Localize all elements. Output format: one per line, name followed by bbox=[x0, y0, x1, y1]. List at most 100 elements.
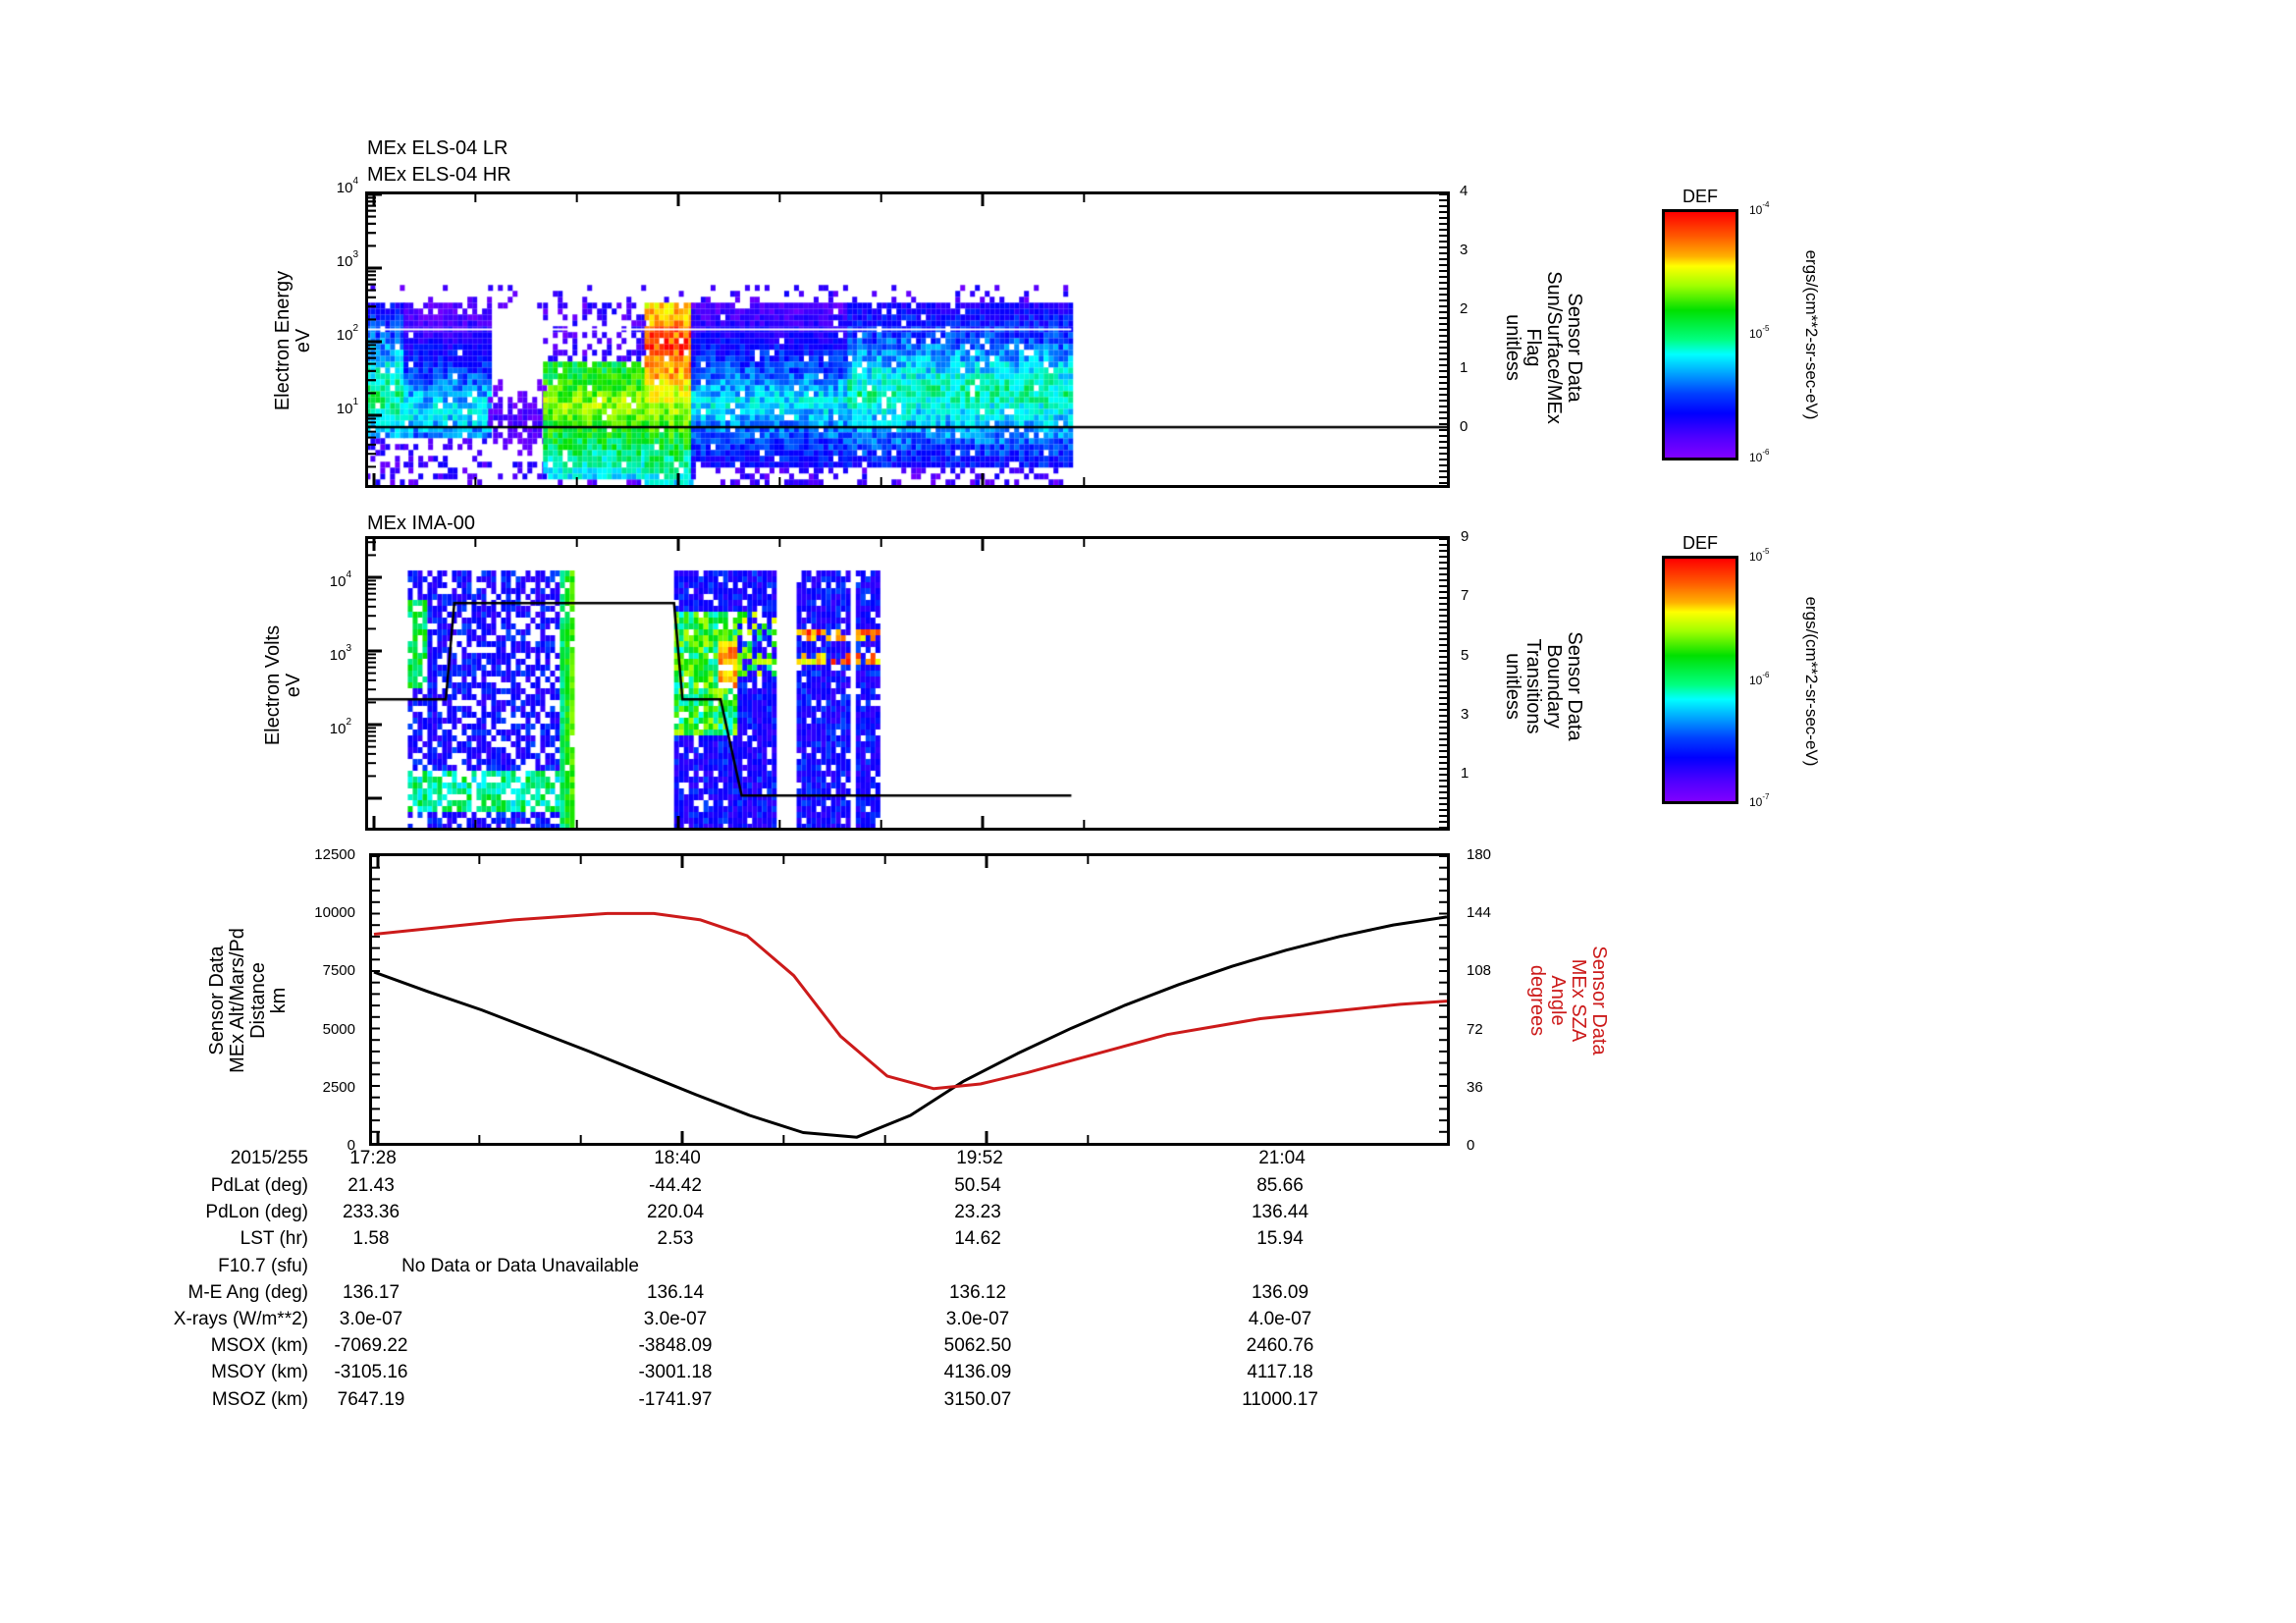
table-cell: 2.53 bbox=[657, 1228, 694, 1250]
table-row-label: PdLon (deg) bbox=[205, 1202, 308, 1223]
els-colorbar-max: 10-4 bbox=[1749, 200, 1770, 217]
time-tick-1952: 19:52 bbox=[956, 1148, 1003, 1168]
table-cell: 1.58 bbox=[352, 1228, 390, 1250]
ima-rtick-5: 5 bbox=[1461, 647, 1469, 664]
ima-colorbar-min: 10-7 bbox=[1749, 792, 1770, 809]
table-cell: 85.66 bbox=[1256, 1175, 1304, 1196]
orbit-llabel-line3: Distance bbox=[247, 962, 269, 1039]
orbit-ltick-10000: 10000 bbox=[314, 904, 355, 921]
els-title-lr: MEx ELS-04 LR bbox=[367, 137, 508, 159]
date-label: 2015/255 bbox=[230, 1148, 308, 1168]
ima-ylabel: Electron Volts eV bbox=[262, 577, 306, 793]
orbit-rlabel-line1: Sensor Data bbox=[1588, 946, 1610, 1055]
els-ylabel: Electron Energy eV bbox=[272, 233, 316, 449]
els-rlabel-line4: unitless bbox=[1502, 314, 1523, 381]
els-colorbar bbox=[1662, 209, 1738, 460]
ima-rlabel-line1: Sensor Data bbox=[1564, 631, 1585, 741]
els-rlabel-line1: Sensor Data bbox=[1564, 293, 1585, 403]
orbit-rtick-0: 0 bbox=[1467, 1137, 1475, 1154]
ima-panel-title: MEx IMA-00 bbox=[367, 513, 476, 534]
table-cell: -44.42 bbox=[649, 1175, 702, 1196]
table-cell: 2460.76 bbox=[1246, 1335, 1314, 1357]
ima-ytick-1e4: 104 bbox=[329, 569, 351, 590]
orbit-ltick-12500: 12500 bbox=[314, 846, 355, 863]
ima-ytick-1e3: 103 bbox=[329, 643, 351, 664]
table-cell: 4117.18 bbox=[1247, 1362, 1313, 1383]
orbit-left-label: Sensor Data MEx Alt/Mars/Pd Distance km bbox=[206, 902, 294, 1099]
els-ytick-1e3: 103 bbox=[336, 249, 358, 270]
orbit-line-plot bbox=[372, 856, 1447, 1143]
orbit-ltick-2500: 2500 bbox=[322, 1079, 355, 1096]
table-cell: 5062.50 bbox=[943, 1335, 1012, 1357]
ima-axis-ticks bbox=[368, 539, 1447, 828]
els-spectrogram bbox=[368, 194, 1447, 485]
orbit-llabel-line2: MEx Alt/Mars/Pd bbox=[227, 928, 248, 1073]
orbit-rlabel-line2: MEx SZA bbox=[1568, 958, 1589, 1043]
table-row-label: X-rays (W/m**2) bbox=[173, 1309, 308, 1329]
orbit-rtick-36: 36 bbox=[1467, 1079, 1483, 1096]
orbit-rtick-72: 72 bbox=[1467, 1021, 1483, 1038]
els-ytick-1e1: 101 bbox=[336, 397, 358, 417]
table-cell: 220.04 bbox=[646, 1202, 705, 1223]
table-row-label: MSOY (km) bbox=[211, 1362, 308, 1383]
table-cell: 3.0e-07 bbox=[643, 1309, 708, 1329]
ima-colorbar-mid: 10-6 bbox=[1749, 671, 1770, 687]
table-row-label: M-E Ang (deg) bbox=[187, 1281, 309, 1303]
table-cell: 233.36 bbox=[342, 1202, 400, 1223]
ima-rlabel-line2: Boundary bbox=[1543, 644, 1565, 729]
els-rtick-1: 1 bbox=[1460, 359, 1468, 376]
els-panel-title: MEx ELS-04 LR MEx ELS-04 HR bbox=[367, 137, 511, 186]
table-cell: -3001.18 bbox=[638, 1362, 713, 1383]
table-cell: 136.44 bbox=[1251, 1202, 1309, 1223]
table-cell: 136.17 bbox=[342, 1281, 400, 1303]
ima-colorbar-max: 10-5 bbox=[1749, 547, 1770, 564]
table-cell: 3.0e-07 bbox=[945, 1309, 1010, 1329]
els-colorbar-min: 10-6 bbox=[1749, 448, 1770, 464]
time-tick-2104: 21:04 bbox=[1258, 1148, 1306, 1168]
table-cell: 7647.19 bbox=[337, 1388, 405, 1410]
ima-colorbar-unit: ergs/(cm**2-sr-sec-eV) bbox=[1802, 596, 1821, 767]
orbit-ltick-0: 0 bbox=[347, 1137, 355, 1154]
orbit-plot-frame bbox=[369, 853, 1450, 1146]
els-ylabel-line1: Electron Energy bbox=[272, 270, 294, 411]
orbit-llabel-line4: km bbox=[268, 987, 290, 1014]
table-cell: -3848.09 bbox=[638, 1335, 713, 1357]
table-row-label: F10.7 (sfu) bbox=[218, 1255, 308, 1276]
els-rtick-4: 4 bbox=[1460, 183, 1468, 199]
els-colorbar-mid: 10-5 bbox=[1749, 324, 1770, 341]
orbit-right-label: Sensor Data MEx SZA Angle degrees bbox=[1522, 902, 1610, 1099]
els-rlabel-line2: Sun/Surface/MEx bbox=[1543, 271, 1565, 424]
orbit-rtick-108: 108 bbox=[1467, 962, 1492, 979]
table-cell: 3150.07 bbox=[943, 1388, 1012, 1410]
table-cell: 11000.17 bbox=[1242, 1388, 1318, 1410]
table-row-label: MSOX (km) bbox=[210, 1335, 308, 1357]
time-tick-1728: 17:28 bbox=[349, 1148, 397, 1168]
ima-right-label: Sensor Data Boundary Transitions unitles… bbox=[1498, 588, 1585, 784]
table-row-label: PdLat (deg) bbox=[210, 1175, 308, 1196]
time-tick-1840: 18:40 bbox=[654, 1148, 701, 1168]
table-cell: 136.14 bbox=[646, 1281, 705, 1303]
orbit-ltick-7500: 7500 bbox=[322, 962, 355, 979]
table-cell: -3105.16 bbox=[334, 1362, 408, 1383]
ima-rlabel-line4: unitless bbox=[1502, 653, 1523, 720]
orbit-ltick-5000: 5000 bbox=[322, 1021, 355, 1038]
orbit-llabel-line1: Sensor Data bbox=[206, 946, 228, 1055]
ima-spectrogram-frame bbox=[365, 536, 1450, 831]
ima-ylabel-line1: Electron Volts bbox=[262, 624, 284, 746]
table-cell: -1741.97 bbox=[638, 1388, 713, 1410]
ima-ylabel-line2: eV bbox=[283, 673, 304, 698]
els-right-label: Sensor Data Sun/Surface/MEx Flag unitles… bbox=[1498, 249, 1585, 446]
table-cell: 15.94 bbox=[1256, 1228, 1304, 1250]
table-cell: 21.43 bbox=[347, 1175, 395, 1196]
els-rtick-2: 2 bbox=[1460, 300, 1468, 317]
ima-rtick-9: 9 bbox=[1461, 528, 1469, 545]
ima-rtick-1: 1 bbox=[1461, 765, 1469, 782]
table-cell: -7069.22 bbox=[334, 1335, 408, 1357]
els-title-hr: MEx ELS-04 HR bbox=[367, 164, 511, 186]
ima-colorbar-title: DEF bbox=[1682, 533, 1718, 553]
table-row-label: LST (hr) bbox=[240, 1228, 308, 1250]
table-cell: 14.62 bbox=[954, 1228, 1001, 1250]
table-cell: 136.09 bbox=[1251, 1281, 1309, 1303]
table-row-label: MSOZ (km) bbox=[211, 1388, 308, 1410]
orbit-rlabel-line4: degrees bbox=[1526, 964, 1548, 1037]
